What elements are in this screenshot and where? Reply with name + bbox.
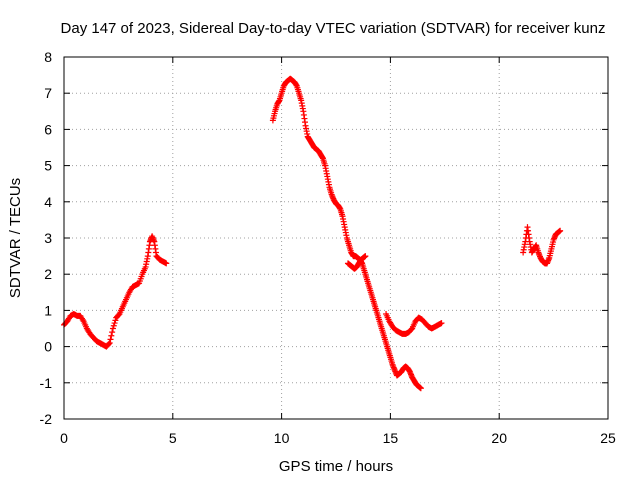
data-series-3 — [344, 253, 369, 272]
y-tick-label: -1 — [40, 375, 53, 391]
x-tick-label: 5 — [169, 430, 177, 446]
x-tick-labels: 0 5 10 15 20 25 — [60, 430, 616, 446]
y-tick-label: 3 — [44, 230, 52, 246]
data-series-1 — [61, 233, 170, 350]
y-tick-label: 0 — [44, 339, 52, 355]
data-point — [417, 385, 424, 392]
y-tick-labels: -2 -1 0 1 2 3 4 5 6 7 8 — [40, 49, 53, 427]
data-point — [109, 329, 116, 336]
data-point — [106, 339, 113, 346]
x-tick-label: 25 — [600, 430, 616, 446]
data-points — [61, 75, 564, 392]
data-series-4 — [383, 311, 445, 337]
data-point — [362, 253, 369, 260]
data-point — [108, 332, 115, 339]
data-point — [105, 340, 112, 347]
x-axis-title: GPS time / hours — [279, 458, 393, 475]
y-tick-label: 8 — [44, 49, 52, 65]
data-point — [112, 317, 119, 324]
y-tick-label: 5 — [44, 158, 52, 174]
y-tick-label: 1 — [44, 302, 52, 318]
x-tick-label: 15 — [383, 430, 399, 446]
x-tick-label: 20 — [491, 430, 507, 446]
data-point — [163, 260, 170, 267]
data-point — [107, 336, 114, 343]
x-tick-label: 10 — [274, 430, 290, 446]
data-point — [557, 227, 564, 234]
data-series-5 — [520, 224, 564, 267]
y-axis-title: SDTVAR / TECUs — [7, 178, 24, 298]
x-tick-label: 0 — [60, 430, 68, 446]
axis-ticks — [63, 56, 609, 420]
data-point — [110, 322, 117, 329]
y-tick-label: -2 — [40, 411, 53, 427]
y-tick-label: 7 — [44, 85, 52, 101]
data-point — [111, 320, 118, 327]
data-point — [79, 316, 86, 323]
data-point — [438, 320, 445, 327]
data-point — [109, 325, 116, 332]
y-tick-label: 2 — [44, 266, 52, 282]
y-tick-label: 4 — [44, 194, 52, 210]
data-series-2 — [269, 75, 424, 392]
y-tick-label: 6 — [44, 121, 52, 137]
chart-title: Day 147 of 2023, Sidereal Day-to-day VTE… — [61, 20, 606, 37]
